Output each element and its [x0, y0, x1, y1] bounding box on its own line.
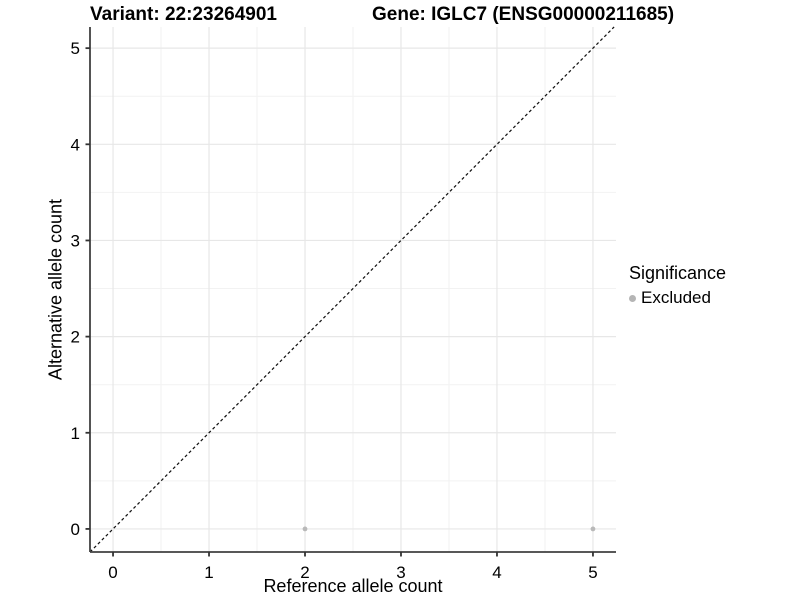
x-tick-label: 5	[588, 563, 597, 582]
legend-item-excluded: Excluded	[629, 288, 726, 308]
y-tick-label: 2	[71, 328, 80, 347]
x-tick-label: 3	[396, 563, 405, 582]
y-axis-title: Alternative allele count	[45, 198, 66, 381]
y-tick-label: 3	[71, 231, 80, 250]
legend-title: Significance	[629, 263, 727, 283]
x-tick-label: 4	[492, 563, 501, 582]
y-tick-label: 5	[71, 39, 80, 58]
x-tick-label: 0	[108, 563, 117, 582]
y-tick-label: 0	[71, 520, 80, 539]
variant-title: Variant: 22:23264901	[90, 4, 277, 25]
x-axis-title: Reference allele count	[263, 576, 443, 596]
gene-title: Gene: IGLC7 (ENSG00000211685)	[372, 4, 675, 25]
excluded-point-icon	[629, 294, 636, 302]
identity-reference-line	[89, 26, 615, 553]
y-tick-label: 1	[71, 424, 80, 443]
data-point	[302, 526, 308, 532]
y-tick-label: 4	[71, 135, 80, 154]
legend: Significance Excluded	[629, 263, 726, 308]
x-tick-label: 2	[300, 563, 309, 582]
legend-item-label: Excluded	[641, 288, 711, 307]
data-point	[590, 526, 596, 532]
x-tick-label: 1	[204, 563, 213, 582]
